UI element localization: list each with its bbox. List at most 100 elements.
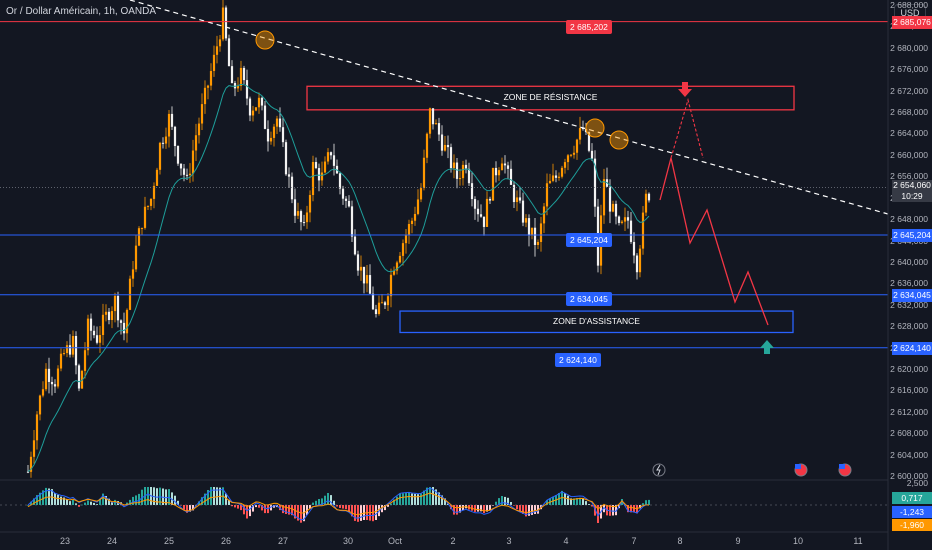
- x-tick-label: 8: [677, 536, 683, 546]
- macd-bar: [474, 505, 476, 512]
- candle-body: [92, 330, 96, 336]
- y-tick-label: 2 660,000: [890, 149, 928, 160]
- x-tick-label: 3: [506, 536, 512, 546]
- macd-bar: [612, 505, 614, 516]
- macd-bar: [417, 494, 419, 505]
- zone-label: ZONE DE RÉSISTANCE: [503, 92, 598, 103]
- macd-bar: [183, 505, 185, 510]
- macd-bar: [147, 487, 149, 505]
- macd-bar: [273, 505, 275, 508]
- level-badge: 2 685,202: [566, 20, 612, 35]
- candle-body: [545, 183, 549, 207]
- candle-body: [185, 174, 189, 176]
- candle-body: [626, 217, 630, 221]
- candle-body: [392, 270, 396, 275]
- candle-body: [263, 105, 267, 129]
- candle-body: [194, 135, 198, 151]
- peak-marker: [585, 118, 605, 138]
- macd-bar: [579, 497, 581, 505]
- candle-body: [323, 161, 327, 173]
- candle-body: [410, 220, 414, 225]
- macd-bar: [198, 501, 200, 505]
- candle-body: [506, 165, 510, 169]
- candle-body: [422, 157, 426, 189]
- macd-bar: [429, 487, 431, 505]
- candle-body: [257, 97, 261, 108]
- macd-bar: [69, 501, 71, 505]
- candle-body: [326, 152, 330, 162]
- candle-body: [128, 278, 132, 310]
- candle-body: [623, 217, 627, 222]
- macd-bar: [291, 505, 293, 516]
- candle-body: [44, 368, 48, 390]
- candle-body: [95, 335, 99, 343]
- macd-bar: [96, 504, 98, 505]
- macd-bar: [129, 499, 131, 505]
- macd-bar: [234, 505, 236, 508]
- candle-body: [338, 173, 342, 189]
- candle-body: [140, 227, 144, 229]
- candle-body: [251, 110, 255, 116]
- macd-bar: [294, 505, 296, 519]
- macd-bar: [339, 505, 341, 508]
- projection-path-alt: [670, 97, 704, 159]
- macd-bar: [45, 487, 47, 505]
- macd-bar: [90, 501, 92, 505]
- macd-bar: [375, 505, 377, 520]
- macd-bar: [498, 498, 500, 505]
- macd-bar: [240, 505, 242, 511]
- macd-bar: [531, 505, 533, 515]
- candle-body: [107, 311, 111, 320]
- candle-body: [161, 142, 165, 144]
- macd-bar: [495, 501, 497, 505]
- macd-bar: [324, 495, 326, 505]
- candle-body: [566, 155, 570, 163]
- candle-body: [65, 345, 69, 354]
- candle-body: [59, 353, 63, 369]
- y-tick-label: 2 648,000: [890, 214, 928, 225]
- candle-body: [179, 163, 183, 169]
- candle-body: [233, 83, 237, 89]
- candle-body: [272, 126, 276, 138]
- candle-body: [563, 162, 567, 168]
- candle-body: [182, 168, 186, 175]
- candle-body: [158, 142, 162, 170]
- level-badge: 2 634,045: [566, 291, 612, 306]
- macd-bar: [471, 505, 473, 511]
- candle-body: [581, 128, 585, 130]
- candle-body: [380, 302, 384, 304]
- candle-body: [455, 162, 459, 179]
- candle-body: [398, 255, 402, 263]
- level-axis-badge: 2 685,076: [892, 15, 932, 29]
- candle-body: [569, 154, 573, 156]
- candle-body: [527, 218, 531, 236]
- y-tick-label: 2 600,000: [890, 471, 928, 481]
- candle-body: [494, 167, 498, 176]
- macd-bar: [312, 502, 314, 505]
- candle-body: [524, 218, 528, 223]
- macd-bar: [360, 505, 362, 521]
- macd-bar: [432, 487, 434, 505]
- macd-bar: [237, 505, 239, 509]
- macd-bar: [453, 505, 455, 515]
- y-tick-label: 2 620,000: [890, 363, 928, 374]
- candle-body: [491, 167, 495, 201]
- macd-bar: [354, 505, 356, 521]
- candle-body: [248, 98, 252, 116]
- candle-body: [29, 456, 33, 472]
- candle-body: [188, 173, 192, 176]
- candle-body: [464, 164, 468, 169]
- candle-body: [146, 205, 150, 207]
- y-tick-label: 2 628,000: [890, 321, 928, 332]
- macd-bar: [246, 505, 248, 519]
- candle-body: [125, 309, 129, 334]
- macd-bar: [597, 505, 599, 523]
- macd-bar: [132, 496, 134, 505]
- macd-bar: [390, 503, 392, 505]
- candle-body: [173, 126, 177, 147]
- candle-body: [152, 185, 156, 199]
- candle-body: [533, 227, 537, 245]
- candle-body: [551, 175, 555, 181]
- macd-bar: [444, 498, 446, 505]
